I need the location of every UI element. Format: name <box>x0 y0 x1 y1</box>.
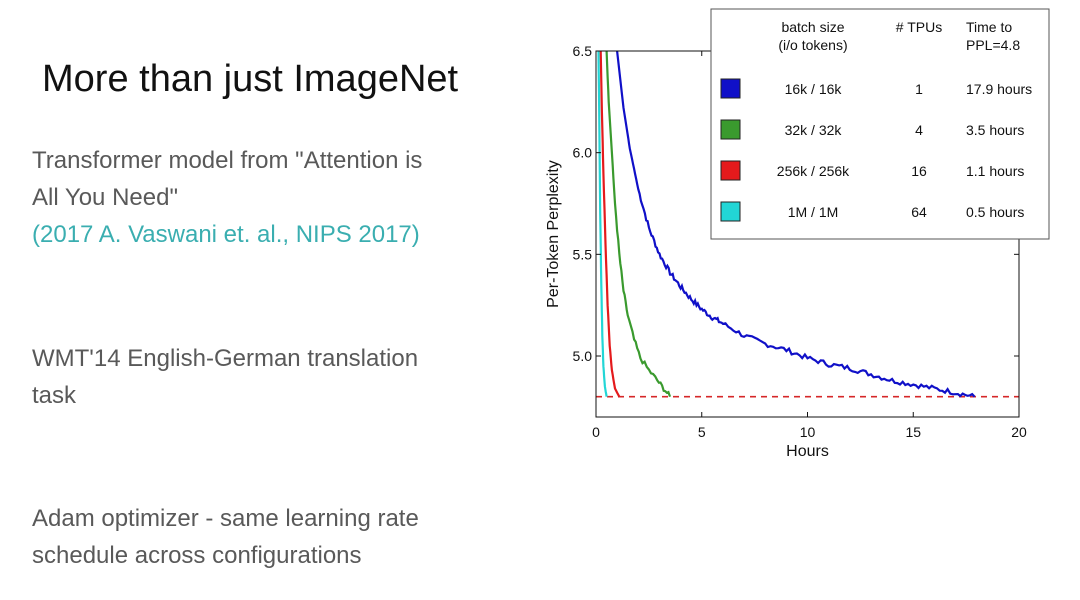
legend-header-time: Time to <box>966 19 1012 35</box>
y-tick-label: 5.0 <box>573 348 593 364</box>
series-line-16k-16k <box>616 51 976 398</box>
legend-batch-size: 16k / 16k <box>785 81 843 97</box>
legend-header-batch: batch size <box>781 19 844 35</box>
x-tick-label: 10 <box>800 424 816 440</box>
legend-tpus: 64 <box>911 204 927 220</box>
legend-batch-size: 1M / 1M <box>788 204 839 220</box>
legend-tpus: 16 <box>911 163 927 179</box>
legend-box <box>710 8 1050 240</box>
x-tick-label: 20 <box>1011 424 1027 440</box>
legend-tpus: 1 <box>915 81 923 97</box>
slide-title: More than just ImageNet <box>42 58 459 100</box>
y-axis-label: Per-Token Perplexity <box>545 160 562 308</box>
legend-header-time: PPL=4.8 <box>966 37 1020 53</box>
legend-swatch <box>720 160 741 181</box>
legend-time: 17.9 hours <box>966 81 1032 97</box>
legend-time: 3.5 hours <box>966 122 1024 138</box>
legend-batch-size: 256k / 256k <box>777 163 850 179</box>
x-tick-label: 0 <box>592 424 600 440</box>
legend-header-batch: (i/o tokens) <box>778 37 847 53</box>
legend-time: 0.5 hours <box>966 204 1024 220</box>
paragraph-line: All You Need" <box>32 184 178 211</box>
legend-time: 1.1 hours <box>966 163 1024 179</box>
series-line-32k-32k <box>605 51 672 398</box>
x-axis-label: Hours <box>786 443 829 460</box>
legend-swatch <box>720 78 741 99</box>
paragraph-line: WMT'14 English-German translation <box>32 345 419 372</box>
series-line-1m-1m <box>597 51 608 397</box>
legend-swatch <box>720 119 741 140</box>
series-line-256k-256k <box>599 51 621 398</box>
y-tick-label: 6.5 <box>573 43 593 59</box>
y-tick-label: 6.0 <box>573 145 593 161</box>
y-tick-label: 5.5 <box>573 246 593 262</box>
legend-tpus: 4 <box>915 122 923 138</box>
paragraph-line: schedule across configurations <box>32 542 362 569</box>
legend-swatch <box>720 201 741 222</box>
transformer-paragraph: Transformer model from "Attention is All… <box>32 142 502 253</box>
citation-text: (2017 A. Vaswani et. al., NIPS 2017) <box>32 221 420 248</box>
legend-batch-size: 32k / 32k <box>785 122 843 138</box>
x-tick-label: 15 <box>905 424 921 440</box>
paragraph-line: task <box>32 382 77 409</box>
legend-header-tpus: # TPUs <box>896 19 942 35</box>
optimizer-paragraph: Adam optimizer - same learning rate sche… <box>32 500 502 574</box>
paragraph-line: Adam optimizer - same learning rate <box>32 505 419 532</box>
paragraph-line: Transformer model from "Attention is <box>32 147 423 174</box>
task-paragraph: WMT'14 English-German translation task <box>32 340 502 414</box>
x-tick-label: 5 <box>698 424 706 440</box>
